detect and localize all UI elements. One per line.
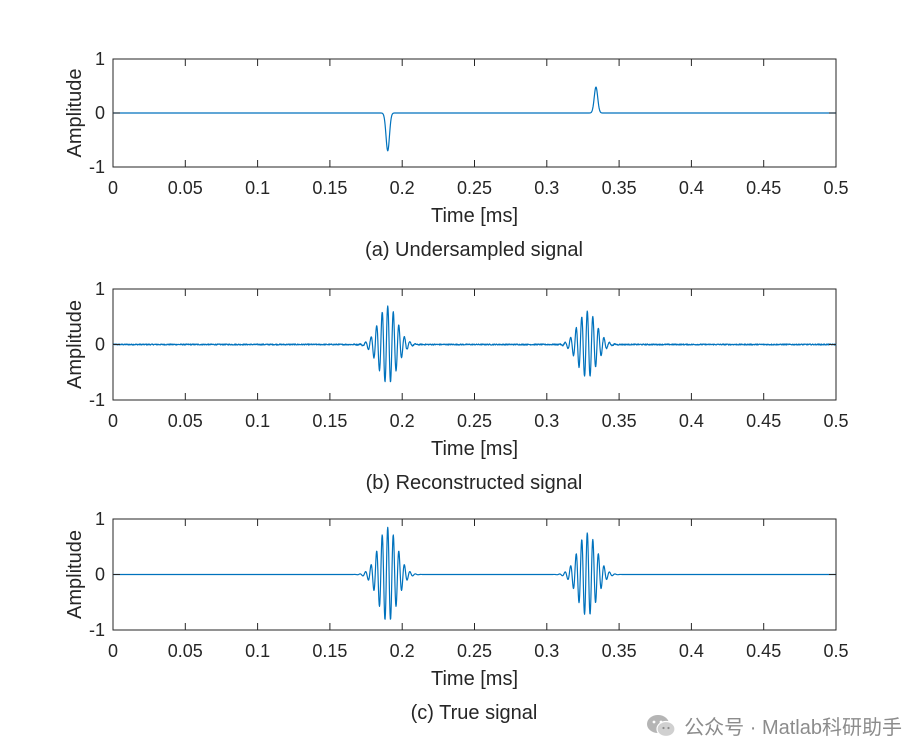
- x-tick-label: 0.35: [602, 641, 637, 661]
- x-tick-label: 0.25: [457, 178, 492, 198]
- x-tick-label: 0: [108, 411, 118, 431]
- x-tick-label: 0.05: [168, 641, 203, 661]
- x-tick-label: 0.25: [457, 641, 492, 661]
- chart-panel-2: 0 0.05 0.1 0.15 0.2 0.25 0.3 0.35 0.4 0.45 0.5-101…: [64, 279, 849, 494]
- y-axis-label: Amplitude: [64, 300, 86, 389]
- x-tick-label: 0.5: [823, 641, 848, 661]
- chart-panel-3: 0 0.05 0.1 0.15 0.2 0.25 0.3 0.35 0.4 0.45 0.5-101…: [64, 509, 849, 724]
- x-tick-label: 0.2: [390, 411, 415, 431]
- y-tick-label: -1: [89, 620, 105, 640]
- panel-caption: (b) Reconstructed signal: [366, 472, 583, 494]
- x-tick-label: 0.2: [390, 641, 415, 661]
- x-tick-label: 0.5: [823, 178, 848, 198]
- y-tick-label: 1: [95, 509, 105, 529]
- y-tick-label: -1: [89, 390, 105, 410]
- x-tick-label: 0.1: [245, 411, 270, 431]
- x-tick-label: 0: [108, 641, 118, 661]
- x-tick-label: 0.15: [312, 411, 347, 431]
- signal-series-line: [112, 305, 837, 383]
- x-tick-label: 0.05: [168, 411, 203, 431]
- x-tick-label: 0.2: [390, 178, 415, 198]
- x-tick-label: 0.3: [534, 411, 559, 431]
- wechat-icon: [647, 714, 676, 737]
- x-tick-label: 0.15: [312, 178, 347, 198]
- y-axis-label: Amplitude: [64, 69, 86, 158]
- x-tick-label: 0.35: [602, 178, 637, 198]
- x-tick-label: 0.25: [457, 411, 492, 431]
- y-tick-label: 0: [95, 565, 105, 585]
- x-tick-label: 0.05: [168, 178, 203, 198]
- x-tick-label: 0.15: [312, 641, 347, 661]
- x-tick-label: 0.1: [245, 641, 270, 661]
- y-tick-label: 0: [95, 103, 105, 123]
- x-tick-label: 0.1: [245, 178, 270, 198]
- x-tick-label: 0.5: [823, 411, 848, 431]
- x-tick-label: 0.45: [746, 178, 781, 198]
- signal-series-line: [112, 86, 837, 152]
- watermark: 公众号 · Matlab科研助手: [646, 711, 902, 740]
- x-tick-label: 0.4: [679, 641, 704, 661]
- y-tick-label: 1: [95, 49, 105, 69]
- panel-caption: (a) Undersampled signal: [365, 239, 583, 261]
- x-tick-label: 0.35: [602, 411, 637, 431]
- x-tick-label: 0.45: [746, 641, 781, 661]
- y-tick-label: -1: [89, 157, 105, 177]
- x-tick-label: 0.3: [534, 178, 559, 198]
- watermark-text: 公众号 · Matlab科研助手: [684, 717, 902, 739]
- x-tick-label: 0.45: [746, 411, 781, 431]
- x-axis-label: Time [ms]: [431, 438, 518, 460]
- x-tick-label: 0: [108, 178, 118, 198]
- panel-caption: (c) True signal: [411, 702, 538, 724]
- x-axis-label: Time [ms]: [431, 205, 518, 227]
- chart-panel-1: 0 0.05 0.1 0.15 0.2 0.25 0.3 0.35 0.4 0.45 0.5-101…: [64, 49, 849, 261]
- signal-series-line: [112, 526, 837, 620]
- x-tick-label: 0.4: [679, 411, 704, 431]
- y-tick-label: 0: [95, 335, 105, 355]
- x-tick-label: 0.3: [534, 641, 559, 661]
- x-axis-label: Time [ms]: [431, 668, 518, 690]
- y-tick-label: 1: [95, 279, 105, 299]
- x-tick-label: 0.4: [679, 178, 704, 198]
- y-axis-label: Amplitude: [64, 530, 86, 619]
